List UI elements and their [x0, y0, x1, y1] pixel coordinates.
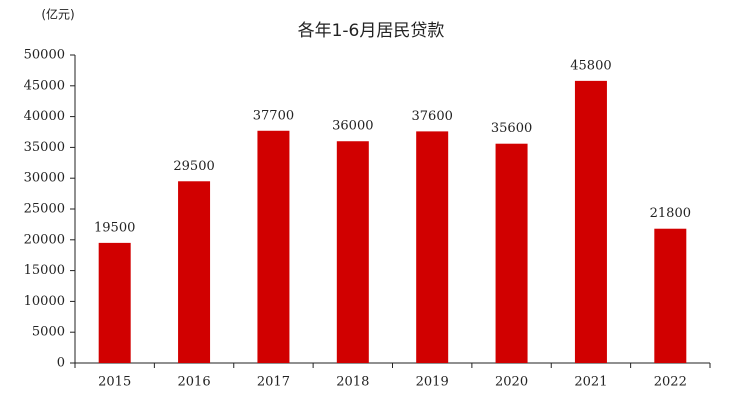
x-tick-label: 2016 — [178, 375, 211, 390]
data-label: 37600 — [412, 109, 453, 124]
y-tick-label: 10000 — [24, 294, 65, 309]
y-tick-label: 50000 — [24, 48, 65, 63]
y-tick-label: 15000 — [24, 263, 65, 278]
chart-title: 各年1-6月居民贷款 — [298, 21, 445, 41]
y-tick-label: 45000 — [24, 78, 65, 93]
bar — [257, 130, 290, 363]
data-label: 35600 — [491, 121, 532, 136]
y-tick-label: 0 — [57, 356, 65, 371]
data-label: 45800 — [570, 58, 611, 73]
y-axis-unit: (亿元) — [41, 7, 74, 22]
data-label: 29500 — [173, 159, 214, 174]
x-tick-label: 2015 — [98, 375, 131, 390]
x-tick-label: 2020 — [495, 375, 528, 390]
x-tick-label: 2017 — [257, 375, 290, 390]
y-tick-label: 30000 — [24, 171, 65, 186]
data-label: 21800 — [650, 206, 691, 221]
data-label: 19500 — [94, 220, 135, 235]
bar — [574, 80, 607, 363]
x-tick-label: 2022 — [654, 375, 687, 390]
x-tick-label: 2019 — [416, 375, 449, 390]
y-tick-label: 5000 — [32, 325, 65, 340]
y-tick-label: 20000 — [24, 232, 65, 247]
bar — [98, 242, 131, 363]
x-tick-label: 2018 — [336, 375, 369, 390]
bar — [495, 143, 528, 363]
y-tick-label: 35000 — [24, 140, 65, 155]
x-tick-label: 2021 — [574, 375, 607, 390]
bar — [336, 141, 369, 363]
data-label: 36000 — [332, 119, 373, 134]
y-tick-label: 25000 — [24, 202, 65, 217]
bar — [178, 181, 211, 363]
y-tick-label: 40000 — [24, 109, 65, 124]
bar — [654, 228, 687, 363]
data-label: 37700 — [253, 108, 294, 123]
bar — [416, 131, 449, 363]
